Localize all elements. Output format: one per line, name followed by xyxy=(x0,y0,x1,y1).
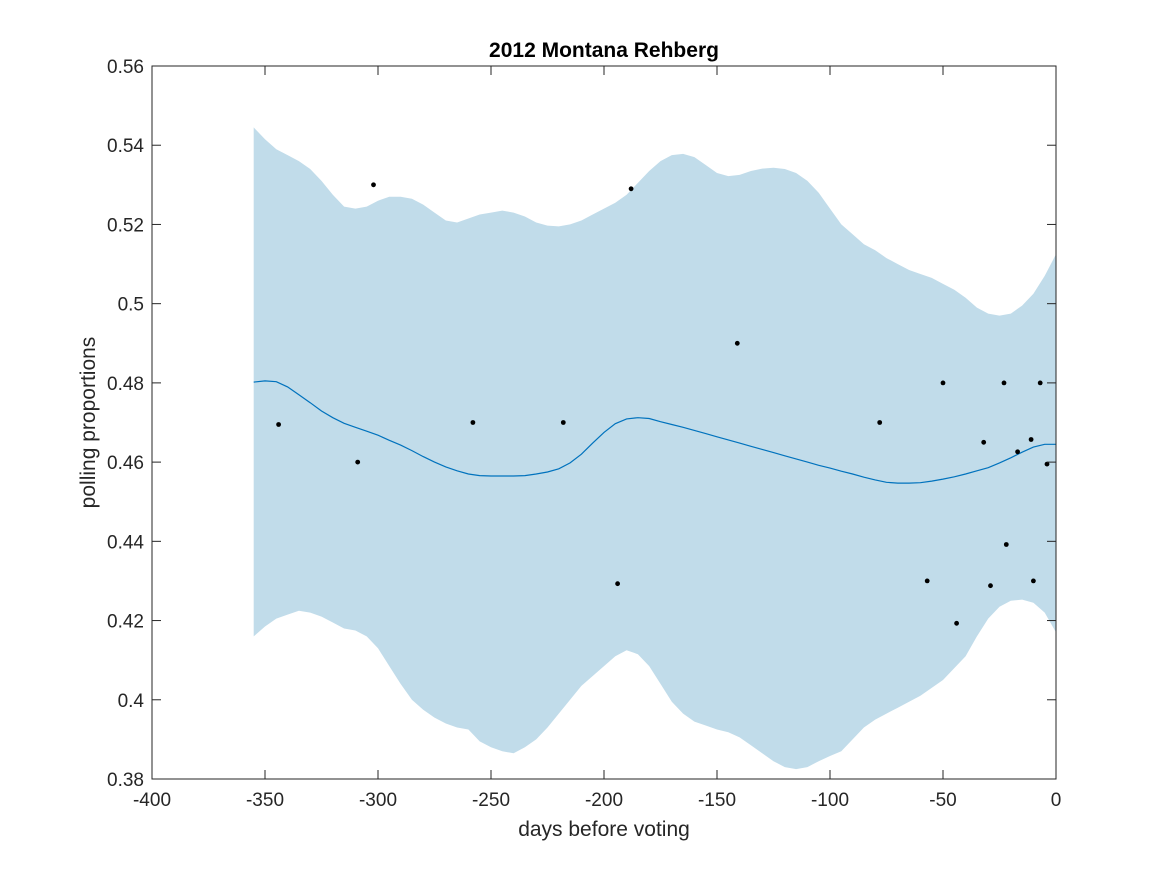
x-tick-label: 0 xyxy=(1051,790,1062,811)
y-tick-label: 0.4 xyxy=(118,691,145,712)
x-tick-label: -300 xyxy=(359,790,397,811)
x-tick-label: -200 xyxy=(585,790,623,811)
mean-line xyxy=(253,380,1056,484)
confidence-band xyxy=(253,127,1056,770)
poll-point xyxy=(1003,542,1009,547)
x-axis-label: days before voting xyxy=(518,818,690,841)
poll-point xyxy=(924,578,930,584)
y-tick-label: 0.54 xyxy=(107,136,144,157)
poll-point xyxy=(628,186,634,192)
x-tick-label: -50 xyxy=(929,790,956,811)
poll-point xyxy=(560,420,566,425)
poll-point xyxy=(1037,380,1043,386)
poll-point xyxy=(355,459,361,465)
y-tick-label: 0.5 xyxy=(118,295,144,316)
poll-point xyxy=(877,420,883,425)
chart-title: 2012 Montana Rehberg xyxy=(489,39,719,62)
x-tick-label: -100 xyxy=(811,790,849,811)
poll-point xyxy=(1044,461,1050,467)
y-tick-label: 0.38 xyxy=(107,770,144,791)
poll-point xyxy=(988,583,993,589)
y-tick-label: 0.44 xyxy=(107,532,144,553)
y-tick-label: 0.56 xyxy=(107,57,144,78)
plot-area xyxy=(253,127,1056,770)
y-tick-label: 0.52 xyxy=(107,215,144,236)
poll-point xyxy=(954,620,959,626)
poll-point xyxy=(940,380,946,386)
y-tick-label: 0.48 xyxy=(107,374,144,395)
y-tick-label: 0.46 xyxy=(107,453,144,474)
poll-point xyxy=(371,182,376,188)
poll-point xyxy=(276,422,281,427)
x-tick-label: -350 xyxy=(246,790,284,811)
x-tick-label: -150 xyxy=(698,790,736,811)
poll-point xyxy=(1031,578,1036,584)
y-axis-label: polling proportions xyxy=(77,337,100,509)
poll-point xyxy=(1015,449,1020,455)
poll-point xyxy=(470,420,476,425)
poll-point xyxy=(1001,380,1007,386)
x-tick-label: -250 xyxy=(472,790,510,811)
poll-point xyxy=(981,439,987,445)
poll-point xyxy=(1028,437,1034,442)
axis-ticks: -400 -350 -300 -250 -200 -150 -100 -50 0 0.38 0.4 0… xyxy=(107,57,1061,811)
x-tick-label: -400 xyxy=(133,790,171,811)
poll-point xyxy=(615,581,620,587)
y-tick-label: 0.42 xyxy=(107,612,144,633)
poll-point xyxy=(734,340,740,346)
